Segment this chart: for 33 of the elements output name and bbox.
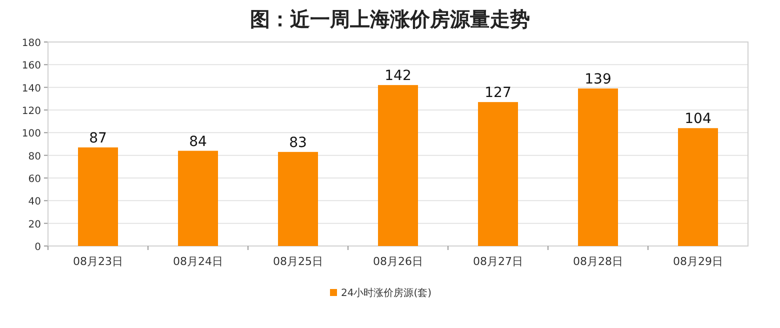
bar — [378, 85, 418, 246]
bar — [578, 88, 618, 246]
data-label: 139 — [584, 71, 612, 88]
data-label: 84 — [189, 134, 207, 150]
bar — [178, 150, 218, 246]
data-label: 142 — [384, 68, 412, 84]
bar — [78, 147, 118, 246]
y-tick-label: 80 — [28, 151, 41, 162]
data-label: 104 — [684, 111, 712, 128]
data-label: 83 — [289, 134, 307, 151]
data-label: 87 — [89, 130, 107, 146]
x-tick-label: 08月24日 — [173, 255, 223, 268]
y-tick-label: 120 — [22, 106, 41, 117]
y-tick-label: 180 — [22, 38, 41, 49]
y-tick-label: 40 — [28, 196, 41, 208]
x-tick-label: 08月29日 — [673, 255, 723, 268]
bar — [278, 152, 318, 246]
data-label: 127 — [484, 85, 512, 102]
y-tick-label: 100 — [22, 128, 41, 140]
x-tick-label: 08月26日 — [373, 255, 423, 268]
x-tick-label: 08月25日 — [273, 255, 323, 268]
bar — [478, 102, 518, 246]
x-tick-label: 08月27日 — [473, 255, 523, 268]
y-tick-label: 20 — [28, 219, 41, 230]
y-tick-label: 60 — [28, 174, 41, 185]
legend-label: 24小时涨价房源(套) — [341, 287, 432, 299]
chart-title: 图：近一周上海涨价房源量走势 — [250, 7, 530, 31]
x-tick-label: 08月23日 — [73, 255, 123, 268]
y-tick-label: 160 — [22, 60, 41, 72]
bar — [678, 128, 718, 246]
y-tick-label: 140 — [22, 83, 41, 94]
y-tick-label: 0 — [34, 242, 41, 253]
x-tick-label: 08月28日 — [573, 255, 623, 268]
